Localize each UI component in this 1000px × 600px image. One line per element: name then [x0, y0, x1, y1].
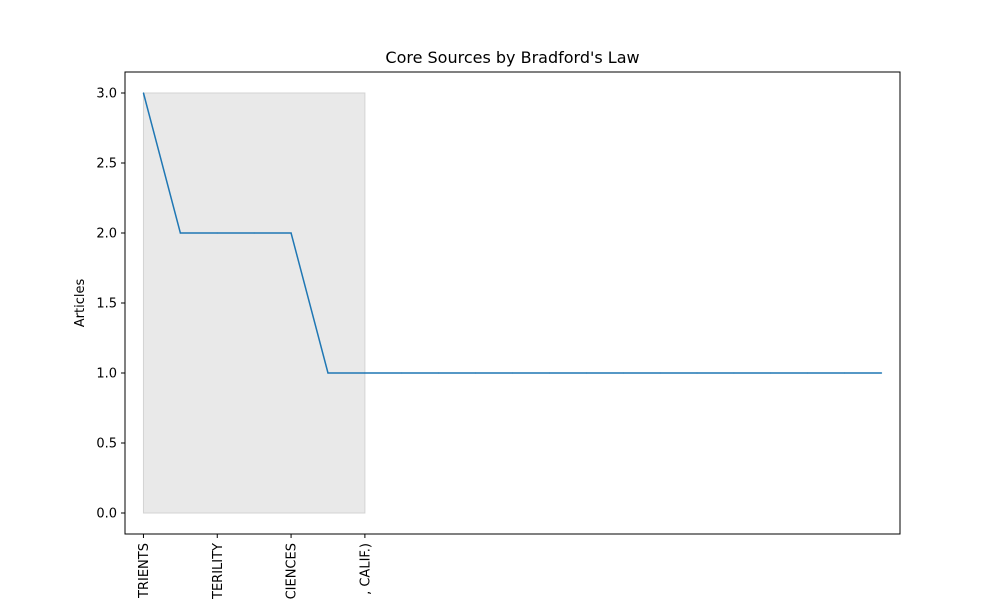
y-tick-label: 1.5	[96, 297, 117, 312]
x-tick-label: TERILITY	[211, 543, 226, 600]
y-tick-label: 1.0	[96, 367, 117, 382]
data-point	[659, 372, 661, 374]
data-point	[438, 372, 440, 374]
data-point	[844, 372, 846, 374]
y-tick-label: 3.0	[96, 87, 117, 102]
data-point	[179, 232, 181, 234]
x-tick-label: TRIENTS	[137, 543, 152, 599]
data-point	[290, 232, 292, 234]
data-point	[548, 372, 551, 374]
data-point	[880, 372, 883, 374]
data-point	[733, 372, 735, 374]
x-tick-label: , CALIF.)	[358, 543, 373, 595]
data-point	[253, 232, 255, 234]
y-axis-title: Articles	[73, 279, 88, 328]
data-point	[622, 372, 624, 374]
data-point	[585, 372, 587, 374]
data-point	[364, 372, 366, 374]
data-point	[327, 372, 329, 374]
data-point	[474, 372, 477, 374]
chart-title: Core Sources by Bradford's Law	[385, 48, 639, 67]
data-point	[401, 372, 403, 374]
data-point	[770, 372, 772, 374]
y-tick-label: 0.5	[96, 437, 117, 452]
data-point	[807, 372, 809, 374]
y-tick-label: 0.0	[96, 507, 117, 522]
data-point	[696, 372, 698, 374]
data-point	[216, 232, 218, 234]
data-point	[142, 92, 145, 94]
y-tick-label: 2.0	[96, 227, 117, 242]
data-point	[511, 372, 514, 374]
y-tick-label: 2.5	[96, 157, 117, 172]
core-zone-band	[142, 92, 366, 514]
x-tick-label: CIENCES	[285, 543, 300, 599]
